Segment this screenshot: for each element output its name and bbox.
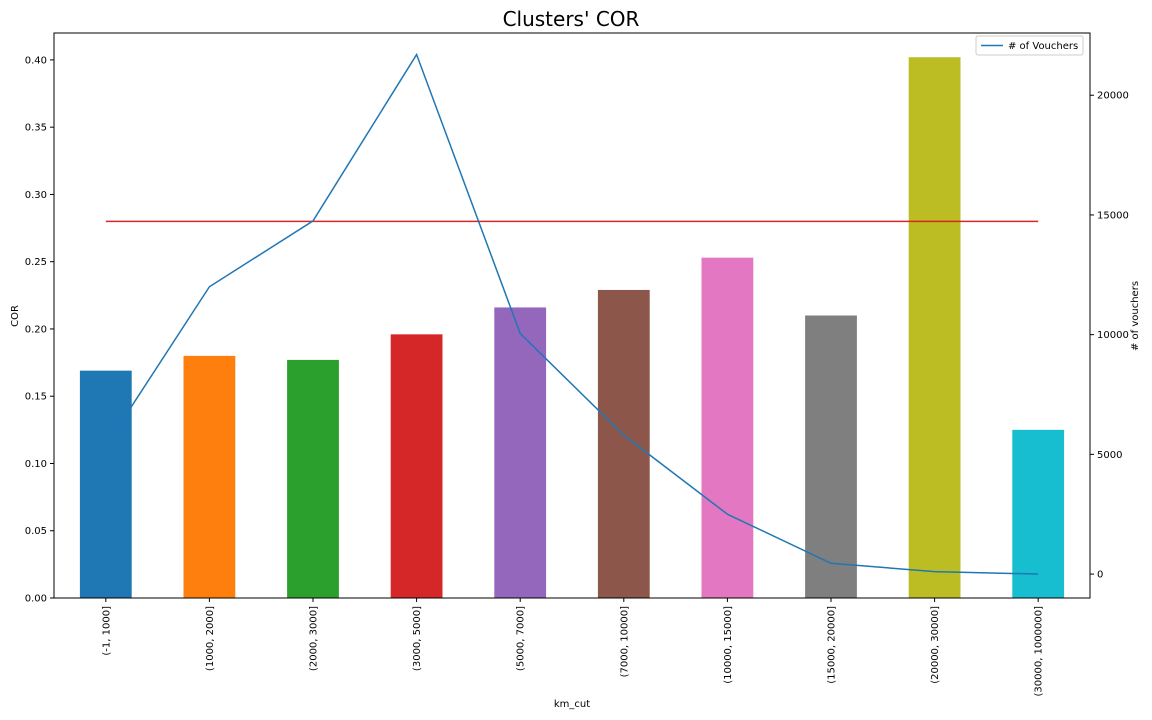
bars-group bbox=[79, 57, 1065, 598]
x-tick-label-9: (30000, 1000000] bbox=[1034, 606, 1045, 697]
y-tick-label-2: 0.10 bbox=[25, 459, 47, 470]
x-tick-label-1: (1000, 2000] bbox=[205, 606, 216, 671]
x-tick-label-8: (20000, 30000] bbox=[930, 606, 941, 684]
y-tick-label-8: 0.40 bbox=[25, 55, 47, 66]
y-axis-left: 0.00 0.05 0.10 0.15 0.20 0.25 0.30 0.35 0.40 bbox=[25, 55, 54, 605]
y-tick-label-6: 0.30 bbox=[25, 190, 47, 201]
bar-9 bbox=[1012, 429, 1065, 598]
x-tick-label-0: (-1, 1000] bbox=[101, 606, 112, 656]
x-tick-label-3: (3000, 5000] bbox=[412, 606, 423, 671]
legend: # of Vouchers bbox=[975, 35, 1084, 56]
x-tick-label-5: (7000, 10000] bbox=[619, 606, 630, 678]
y2-tick-label-2: 10000 bbox=[1097, 330, 1129, 341]
plot-frame bbox=[53, 32, 1091, 599]
bar-3 bbox=[390, 334, 443, 598]
bar-1 bbox=[183, 355, 236, 598]
legend-label: # of Vouchers bbox=[1008, 41, 1078, 52]
y2-tick-label-4: 20000 bbox=[1097, 91, 1129, 102]
bar-6 bbox=[701, 257, 754, 598]
bar-2 bbox=[287, 359, 339, 598]
x-tick-label-4: (5000, 7000] bbox=[516, 606, 527, 671]
y2-tick-label-0: 0 bbox=[1097, 570, 1103, 581]
voucher-line-group bbox=[105, 52, 1039, 575]
y-tick-label-0: 0.00 bbox=[25, 594, 47, 605]
y-tick-label-4: 0.20 bbox=[25, 324, 47, 335]
y-tick-label-5: 0.25 bbox=[25, 257, 47, 268]
bar-8 bbox=[908, 57, 961, 598]
x-tick-label-2: (2000, 3000] bbox=[309, 606, 320, 671]
bar-7 bbox=[805, 315, 857, 598]
y2-tick-label-3: 15000 bbox=[1097, 210, 1129, 221]
x-axis-label: km_cut bbox=[554, 699, 590, 710]
y-tick-label-3: 0.15 bbox=[25, 392, 47, 403]
x-tick-label-7: (15000, 20000] bbox=[827, 606, 838, 684]
voucher-line bbox=[105, 52, 1039, 575]
legend-box bbox=[975, 35, 1084, 56]
x-tick-label-6: (10000, 15000] bbox=[723, 606, 734, 684]
bar-4 bbox=[494, 307, 547, 598]
bar-0 bbox=[79, 370, 132, 598]
y2-tick-label-1: 5000 bbox=[1097, 450, 1122, 461]
bar-5 bbox=[597, 289, 650, 598]
y-axis-label: COR bbox=[10, 305, 21, 327]
y-tick-label-1: 0.05 bbox=[25, 526, 47, 537]
y2-axis-label: # of vouchers bbox=[1130, 281, 1141, 351]
y-tick-label-7: 0.35 bbox=[25, 123, 47, 134]
chart-title: Clusters' COR bbox=[503, 7, 640, 31]
x-axis: (-1, 1000] (1000, 2000] (2000, 3000] (3000,… bbox=[101, 598, 1045, 697]
y-axis-right: 0 5000 10000 15000 20000 bbox=[1090, 91, 1129, 581]
